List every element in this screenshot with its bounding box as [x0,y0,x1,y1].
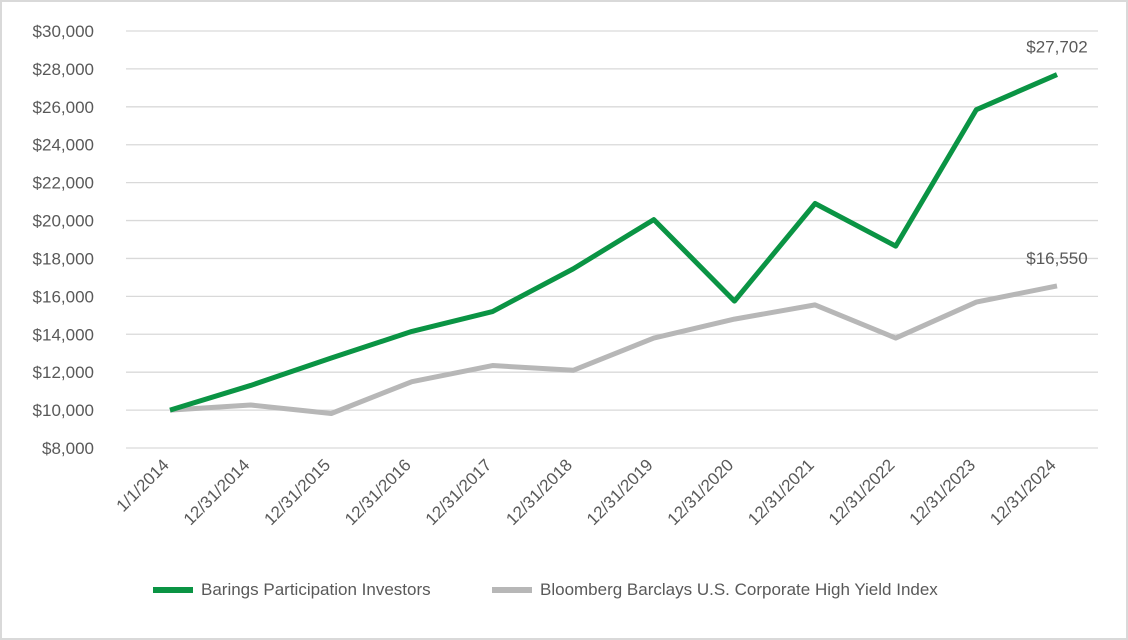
y-axis-tick-labels: $8,000 $10,000 $12,000 $14,000 $16,000 $18,00… [33,22,94,458]
x-tick-label: 12/31/2017 [422,455,496,529]
y-tick-label: $28,000 [33,60,94,79]
y-tick-label: $26,000 [33,98,94,117]
legend: Barings Participation Investors Bloomber… [0,578,1128,602]
end-value-label: $16,550 [1026,249,1087,268]
legend-swatch-bloomberg [492,587,532,593]
end-value-label: $27,702 [1026,38,1087,57]
y-tick-label: $12,000 [33,363,94,382]
y-tick-label: $22,000 [33,174,94,193]
line-chart: $8,000 $10,000 $12,000 $14,000 $16,000 $18,00… [33,22,1098,529]
x-tick-label: 12/31/2019 [583,455,657,529]
x-tick-label: 12/31/2020 [664,455,738,529]
x-tick-label: 12/31/2023 [906,455,980,529]
y-tick-label: $14,000 [33,325,94,344]
y-tick-label: $30,000 [33,22,94,41]
x-tick-label: 12/31/2018 [502,455,576,529]
series-line-0 [169,72,1058,413]
x-tick-label: 12/31/2014 [180,455,254,529]
legend-swatch-barings [153,587,193,593]
x-tick-label: 12/31/2015 [260,455,334,529]
y-tick-label: $16,000 [33,287,94,306]
series-lines [169,72,1058,417]
legend-item-bloomberg: Bloomberg Barclays U.S. Corporate High Y… [492,578,938,602]
series-line-1 [169,283,1058,417]
x-axis-tick-labels: 1/1/2014 12/31/2014 12/31/2015 12/31/2016 12… [113,455,1060,529]
legend-item-barings: Barings Participation Investors [153,578,431,602]
x-tick-label: 1/1/2014 [113,455,173,515]
x-tick-label: 12/31/2022 [825,455,899,529]
y-tick-label: $18,000 [33,249,94,268]
x-tick-label: 12/31/2024 [986,455,1060,529]
grid-lines [126,30,1098,449]
legend-label-bloomberg: Bloomberg Barclays U.S. Corporate High Y… [540,580,938,599]
y-tick-label: $8,000 [42,439,94,458]
x-tick-label: 12/31/2021 [744,455,818,529]
x-tick-label: 12/31/2016 [341,455,415,529]
legend-label-barings: Barings Participation Investors [201,580,431,599]
y-tick-label: $20,000 [33,212,94,231]
data-labels: $16,550 $27,702 [1026,38,1087,268]
y-tick-label: $10,000 [33,401,94,420]
y-tick-label: $24,000 [33,136,94,155]
